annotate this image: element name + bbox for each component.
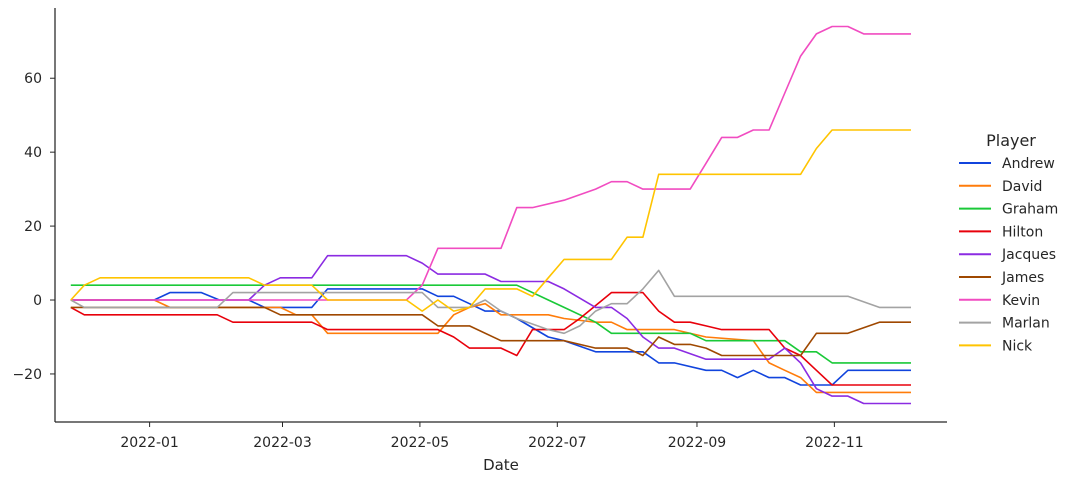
series-line-kevin: [70, 25, 911, 301]
legend-label-nick: Nick: [1002, 338, 1033, 354]
y-tick-label: 40: [24, 145, 42, 161]
x-tick-label: 2022-03: [253, 435, 312, 451]
y-tick-label: −20: [12, 367, 42, 383]
y-ticks: −20 0 20 40 60: [12, 71, 55, 383]
legend-label-marlan: Marlan: [1002, 316, 1050, 332]
x-tick-label: 2022-09: [668, 435, 727, 451]
legend-label-james: James: [1001, 270, 1044, 286]
legend-label-graham: Graham: [1002, 202, 1058, 218]
series-line-marlan: [70, 269, 911, 335]
series-line-james: [70, 306, 911, 357]
series-lines: [70, 25, 911, 405]
legend-title: Player: [986, 131, 1036, 150]
x-tick-label: 2022-11: [805, 435, 864, 451]
series-line-hilton: [70, 291, 911, 386]
x-axis-title: Date: [483, 456, 519, 474]
x-tick-label: 2022-05: [391, 435, 450, 451]
legend-label-andrew: Andrew: [1002, 156, 1055, 172]
series-line-david: [70, 299, 911, 394]
y-tick-label: 60: [24, 71, 42, 87]
legend-label-david: David: [1002, 179, 1042, 195]
legend-label-hilton: Hilton: [1002, 224, 1043, 240]
y-tick-label: 20: [24, 219, 42, 235]
x-tick-label: 2022-01: [120, 435, 179, 451]
y-tick-label: 0: [33, 293, 42, 309]
series-line-jacques: [70, 254, 911, 405]
x-ticks: 2022-01 2022-03 2022-05 2022-07 2022-09 2022-…: [120, 422, 864, 451]
legend-label-kevin: Kevin: [1002, 293, 1040, 309]
legend-label-jacques: Jacques: [1001, 247, 1056, 263]
x-tick-label: 2022-07: [528, 435, 587, 451]
legend: Player Andrew David Graham Hilton Jacques Jam…: [959, 131, 1058, 354]
series-line-nick: [70, 129, 911, 312]
series-line-graham: [70, 284, 911, 364]
